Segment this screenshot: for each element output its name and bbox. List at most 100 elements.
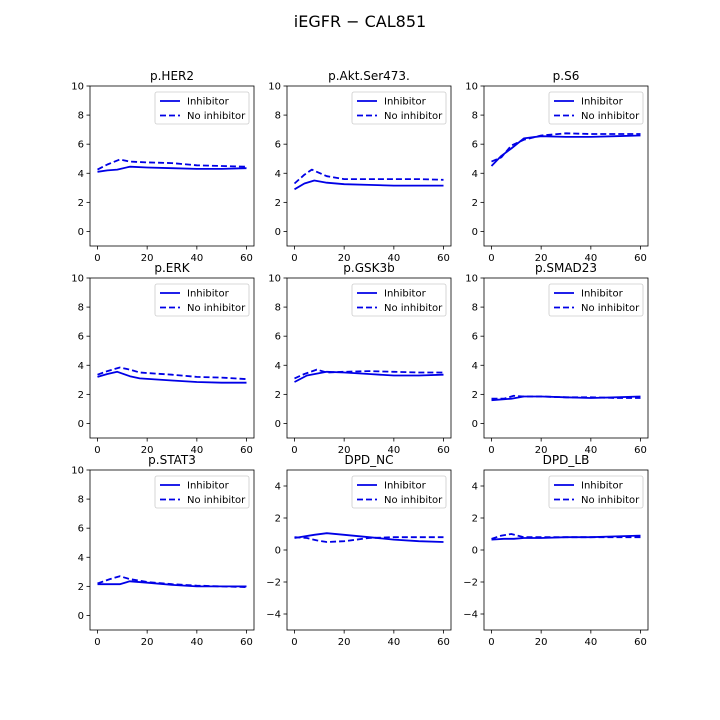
axes-frame	[286, 277, 452, 439]
subplot: p.Akt.Ser473. 0 20 40 60 0 2 4 6 8 10 Inhibitor No i…	[268, 69, 452, 264]
x-tick-label: 20	[338, 445, 351, 456]
y-tick-label: 8	[275, 111, 281, 122]
subplot: p.GSK3b 0 20 40 60 0 2 4 6 8 10 Inhibitor No inhibit…	[268, 261, 452, 456]
y-tick-label: 6	[275, 140, 281, 151]
x-tick-label: 60	[634, 253, 647, 264]
series-line-inhibitor	[294, 532, 444, 543]
y-tick-label: 4	[78, 169, 84, 180]
subplot-title: p.STAT3	[148, 453, 196, 467]
series-line-no-inhibitor	[491, 132, 641, 163]
x-tick-label: 0	[94, 253, 100, 264]
axes-frame	[286, 85, 452, 247]
y-tick-label: 4	[275, 361, 281, 372]
x-tick-label: 60	[437, 253, 450, 264]
y-tick-label: 6	[472, 332, 478, 343]
legend-label: No inhibitor	[384, 303, 443, 314]
y-tick-label: 8	[78, 495, 84, 506]
y-tick-label: 4	[472, 361, 478, 372]
y-tick-label: 8	[472, 303, 478, 314]
y-tick-label: 10	[71, 274, 84, 285]
x-tick-label: 0	[291, 445, 297, 456]
legend-label: No inhibitor	[581, 111, 640, 122]
subplot: p.SMAD23 0 20 40 60 0 2 4 6 8 10 Inhibitor No inhibi…	[465, 261, 649, 456]
y-tick-label: 4	[275, 482, 281, 493]
y-tick-label: 8	[472, 111, 478, 122]
x-tick-label: 40	[190, 445, 203, 456]
series-line-no-inhibitor	[491, 394, 641, 400]
subplot-title: DPD_LB	[543, 453, 590, 467]
x-tick-label: 20	[141, 637, 154, 648]
legend-label: Inhibitor	[384, 481, 427, 492]
x-tick-label: 60	[437, 637, 450, 648]
legend-label: No inhibitor	[581, 303, 640, 314]
subplot: DPD_NC 0 20 40 60 −4 −2 0 2 4 Inhibitor No inhibito…	[266, 453, 452, 648]
legend-label: Inhibitor	[187, 289, 230, 300]
y-tick-label: 2	[472, 390, 478, 401]
y-tick-label: 10	[268, 274, 281, 285]
y-tick-label: 0	[472, 419, 478, 430]
y-tick-label: 4	[78, 361, 84, 372]
legend-label: No inhibitor	[187, 303, 246, 314]
x-tick-label: 60	[240, 445, 253, 456]
x-tick-label: 40	[584, 445, 597, 456]
y-tick-label: 10	[71, 82, 84, 93]
y-tick-label: 2	[78, 582, 84, 593]
x-tick-label: 20	[338, 253, 351, 264]
y-tick-label: 6	[78, 332, 84, 343]
y-tick-label: 8	[275, 303, 281, 314]
axes-frame	[483, 277, 649, 439]
x-tick-label: 0	[94, 445, 100, 456]
y-tick-label: 2	[275, 390, 281, 401]
y-tick-label: 2	[472, 198, 478, 209]
y-tick-label: 2	[78, 198, 84, 209]
legend-label: No inhibitor	[581, 495, 640, 506]
series-line-no-inhibitor	[294, 536, 444, 543]
y-tick-label: 8	[78, 111, 84, 122]
legend-label: No inhibitor	[187, 111, 246, 122]
series-line-no-inhibitor	[294, 368, 444, 380]
y-tick-label: 0	[275, 546, 281, 557]
x-tick-label: 40	[387, 445, 400, 456]
y-tick-label: 10	[268, 82, 281, 93]
y-tick-label: 2	[275, 198, 281, 209]
y-tick-label: −2	[463, 578, 478, 589]
x-tick-label: 0	[488, 253, 494, 264]
legend-label: Inhibitor	[384, 97, 427, 108]
x-tick-label: 40	[584, 253, 597, 264]
series-line-inhibitor	[97, 370, 247, 384]
y-tick-label: 4	[472, 169, 478, 180]
subplot: DPD_LB 0 20 40 60 −4 −2 0 2 4 Inhibitor No inhibito…	[463, 453, 649, 648]
y-tick-label: 4	[275, 169, 281, 180]
x-tick-label: 20	[535, 637, 548, 648]
legend-label: Inhibitor	[581, 289, 624, 300]
y-tick-label: 8	[78, 303, 84, 314]
legend-label: No inhibitor	[384, 111, 443, 122]
legend-label: Inhibitor	[384, 289, 427, 300]
x-tick-label: 60	[634, 637, 647, 648]
subplot-title: p.SMAD23	[535, 261, 597, 275]
y-tick-label: 0	[472, 546, 478, 557]
y-tick-label: 10	[71, 466, 84, 477]
subplot: p.HER2 0 20 40 60 0 2 4 6 8 10 Inhibitor No inhibito…	[71, 69, 255, 264]
y-tick-label: 0	[78, 611, 84, 622]
series-line-no-inhibitor	[97, 575, 247, 588]
x-tick-label: 0	[291, 253, 297, 264]
x-tick-label: 40	[387, 253, 400, 264]
subplot-title: p.GSK3b	[343, 261, 394, 275]
x-tick-label: 0	[291, 637, 297, 648]
series-line-inhibitor	[490, 134, 641, 167]
series-line-no-inhibitor	[491, 533, 641, 540]
y-tick-label: 10	[465, 274, 478, 285]
y-tick-label: 2	[78, 390, 84, 401]
y-tick-label: 0	[275, 227, 281, 238]
x-tick-label: 0	[488, 637, 494, 648]
x-tick-label: 20	[338, 637, 351, 648]
series-line-no-inhibitor	[293, 168, 444, 185]
series-line-no-inhibitor	[97, 158, 247, 171]
y-tick-label: 2	[472, 514, 478, 525]
subplot-title: p.S6	[553, 69, 580, 83]
subplot-title: p.ERK	[154, 261, 190, 275]
y-tick-label: 6	[78, 140, 84, 151]
legend-label: Inhibitor	[187, 97, 230, 108]
